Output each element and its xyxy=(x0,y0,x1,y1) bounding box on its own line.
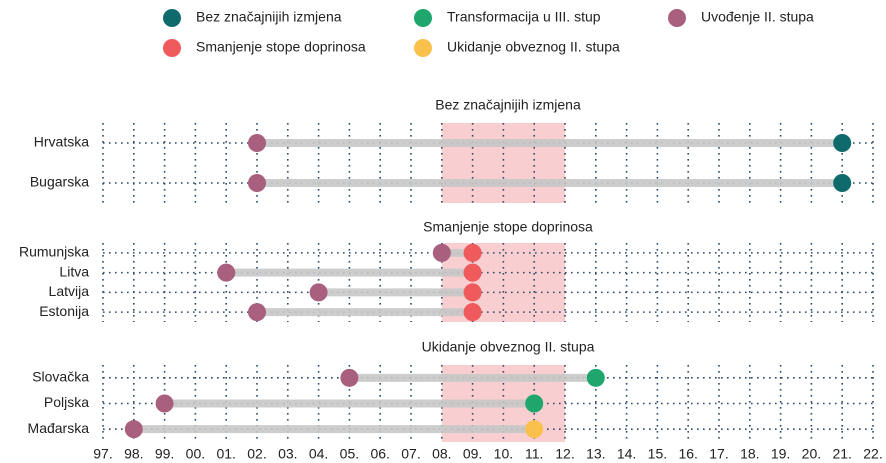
legend-label: Smanjenje stope doprinosa xyxy=(196,39,366,55)
x-tick-label: 00. xyxy=(186,446,205,462)
x-tick-label: 04. xyxy=(309,446,328,462)
x-tick-label: 06. xyxy=(370,446,389,462)
row-label: Poljska xyxy=(44,394,89,410)
x-tick-label: 03. xyxy=(278,446,297,462)
x-tick-label: 21. xyxy=(832,446,851,462)
legend-label: Bez značajnijih izmjena xyxy=(196,9,342,25)
legend-label: Ukidanje obveznog II. stupa xyxy=(447,39,620,55)
row-label: Latvija xyxy=(49,283,90,299)
x-tick-label: 13. xyxy=(586,446,605,462)
x-tick-label: 17. xyxy=(709,446,728,462)
x-tick-label: 11. xyxy=(525,446,543,462)
end-marker xyxy=(833,174,852,192)
start-marker xyxy=(309,283,328,302)
end-marker xyxy=(525,420,544,439)
start-marker xyxy=(432,243,451,262)
start-marker xyxy=(124,420,143,439)
end-marker xyxy=(463,303,482,322)
panel-title: Bez značajnijih izmjena xyxy=(435,97,581,113)
x-tick-label: 01. xyxy=(216,446,235,462)
x-tick-label: 15. xyxy=(648,446,667,462)
end-marker xyxy=(463,263,482,282)
x-tick-label: 08. xyxy=(432,446,451,462)
row-label: Mađarska xyxy=(28,420,90,436)
start-marker xyxy=(248,303,266,322)
legend-marker xyxy=(668,9,686,27)
end-marker xyxy=(586,368,605,387)
legend-marker xyxy=(414,9,432,27)
start-marker xyxy=(217,263,236,282)
x-tick-label: 97. xyxy=(93,446,112,462)
x-tick-label: 99. xyxy=(155,446,174,462)
x-tick-label: 02. xyxy=(247,446,266,462)
x-tick-label: 05. xyxy=(340,446,359,462)
x-tick-label: 98. xyxy=(124,446,143,462)
end-marker xyxy=(525,394,544,413)
x-tick-label: 19. xyxy=(771,446,790,462)
row-label: Rumunjska xyxy=(19,244,89,260)
row-label: Litva xyxy=(59,263,89,279)
legend-marker xyxy=(163,39,181,57)
panel-title: Ukidanje obveznog II. stupa xyxy=(422,339,595,355)
row-label: Bugarska xyxy=(30,174,89,190)
x-tick-label: 07. xyxy=(401,446,420,462)
row-label: Estonija xyxy=(39,303,89,319)
legend-label: Uvođenje II. stupa xyxy=(701,9,814,25)
x-tick-label: 22. xyxy=(863,446,882,462)
row-label: Slovačka xyxy=(32,369,89,385)
legend-marker xyxy=(414,39,432,57)
start-marker xyxy=(340,368,359,387)
x-tick-label: 12. xyxy=(555,446,574,462)
x-tick-label: 10. xyxy=(494,446,513,462)
row-label: Hrvatska xyxy=(34,134,89,150)
end-marker xyxy=(463,283,482,302)
x-tick-label: 09. xyxy=(463,446,482,462)
end-marker xyxy=(463,243,482,262)
start-marker xyxy=(155,394,174,413)
end-marker xyxy=(833,134,852,152)
start-marker xyxy=(248,134,266,152)
x-tick-label: 16. xyxy=(678,446,697,462)
start-marker xyxy=(248,174,266,192)
panel-title: Smanjenje stope doprinosa xyxy=(423,219,593,235)
legend-label: Transformacija u III. stup xyxy=(447,9,601,25)
legend-marker xyxy=(163,9,181,27)
x-tick-label: 14. xyxy=(617,446,636,462)
x-tick-label: 18. xyxy=(740,446,759,462)
x-tick-label: 20. xyxy=(802,446,821,462)
